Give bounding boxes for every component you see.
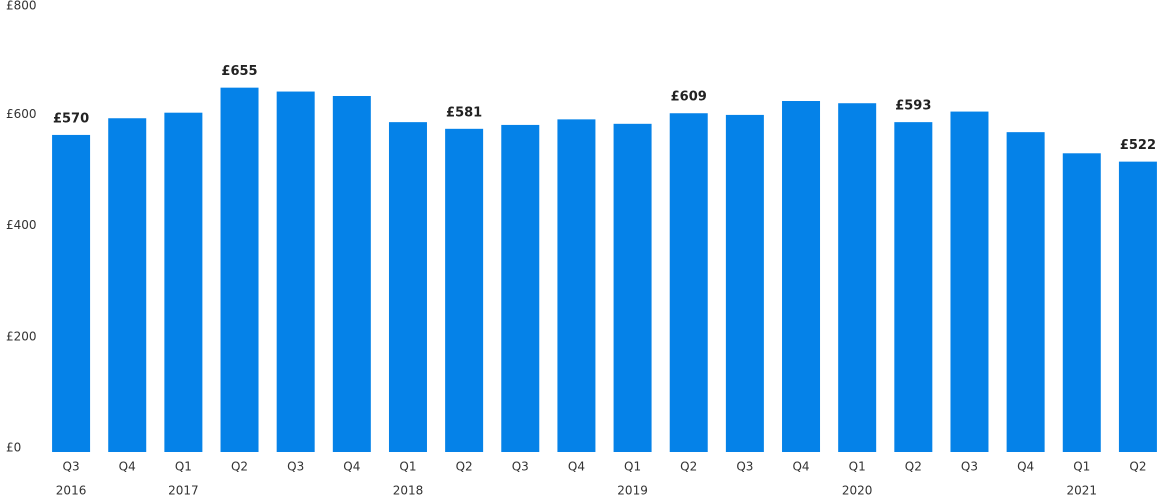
bar bbox=[388, 122, 427, 453]
bar bbox=[894, 122, 933, 453]
bar bbox=[501, 124, 540, 453]
value-label: £581 bbox=[446, 105, 482, 120]
year-label: 2021 bbox=[1067, 484, 1098, 498]
x-tick-label: Q1 bbox=[624, 460, 641, 474]
year-label: 2018 bbox=[393, 484, 424, 498]
value-label: £522 bbox=[1120, 138, 1156, 153]
year-label: 2017 bbox=[168, 484, 199, 498]
bar bbox=[950, 111, 989, 452]
x-tick-label: Q2 bbox=[231, 460, 248, 474]
x-tick-label: Q3 bbox=[512, 460, 529, 474]
bar bbox=[276, 91, 315, 453]
x-tick-label: Q3 bbox=[736, 460, 753, 474]
x-tick-label: Q3 bbox=[63, 460, 80, 474]
x-tick-label: Q4 bbox=[792, 460, 809, 474]
y-tick-label: £400 bbox=[6, 218, 37, 232]
bar bbox=[725, 114, 764, 452]
x-tick-label: Q3 bbox=[961, 460, 978, 474]
value-label: £570 bbox=[53, 111, 89, 126]
bar bbox=[669, 113, 708, 453]
x-tick-label: Q1 bbox=[399, 460, 416, 474]
bar bbox=[164, 112, 203, 452]
bar bbox=[1062, 153, 1101, 452]
bar bbox=[445, 128, 484, 452]
x-tick-label: Q4 bbox=[119, 460, 136, 474]
x-tick-label: Q1 bbox=[175, 460, 192, 474]
x-tick-label: Q1 bbox=[849, 460, 866, 474]
x-tick-label: Q2 bbox=[680, 460, 697, 474]
bar bbox=[838, 103, 877, 452]
year-label: 2016 bbox=[56, 484, 87, 498]
x-tick-label: Q4 bbox=[343, 460, 360, 474]
bar bbox=[1118, 161, 1157, 452]
value-label: £609 bbox=[671, 90, 707, 105]
x-tick-label: Q2 bbox=[456, 460, 473, 474]
bar bbox=[557, 119, 596, 453]
x-tick-label: Q1 bbox=[1073, 460, 1090, 474]
y-tick-label: £800 bbox=[6, 0, 37, 13]
x-tick-label: Q2 bbox=[905, 460, 922, 474]
bar bbox=[108, 118, 147, 452]
bar bbox=[613, 123, 652, 452]
bar bbox=[332, 96, 371, 452]
x-tick-label: Q2 bbox=[1129, 460, 1146, 474]
bar bbox=[782, 101, 821, 452]
year-label: 2020 bbox=[842, 484, 873, 498]
y-tick-label: £0 bbox=[6, 441, 21, 455]
value-label: £593 bbox=[895, 99, 931, 114]
x-tick-label: Q4 bbox=[1017, 460, 1034, 474]
value-label: £655 bbox=[221, 64, 257, 79]
bar bbox=[52, 134, 91, 452]
year-label: 2019 bbox=[617, 484, 648, 498]
x-tick-label: Q3 bbox=[287, 460, 304, 474]
bar bbox=[220, 87, 259, 452]
y-tick-label: £200 bbox=[6, 329, 37, 343]
x-tick-label: Q4 bbox=[568, 460, 585, 474]
y-tick-label: £600 bbox=[6, 107, 37, 121]
bar bbox=[1006, 132, 1045, 452]
